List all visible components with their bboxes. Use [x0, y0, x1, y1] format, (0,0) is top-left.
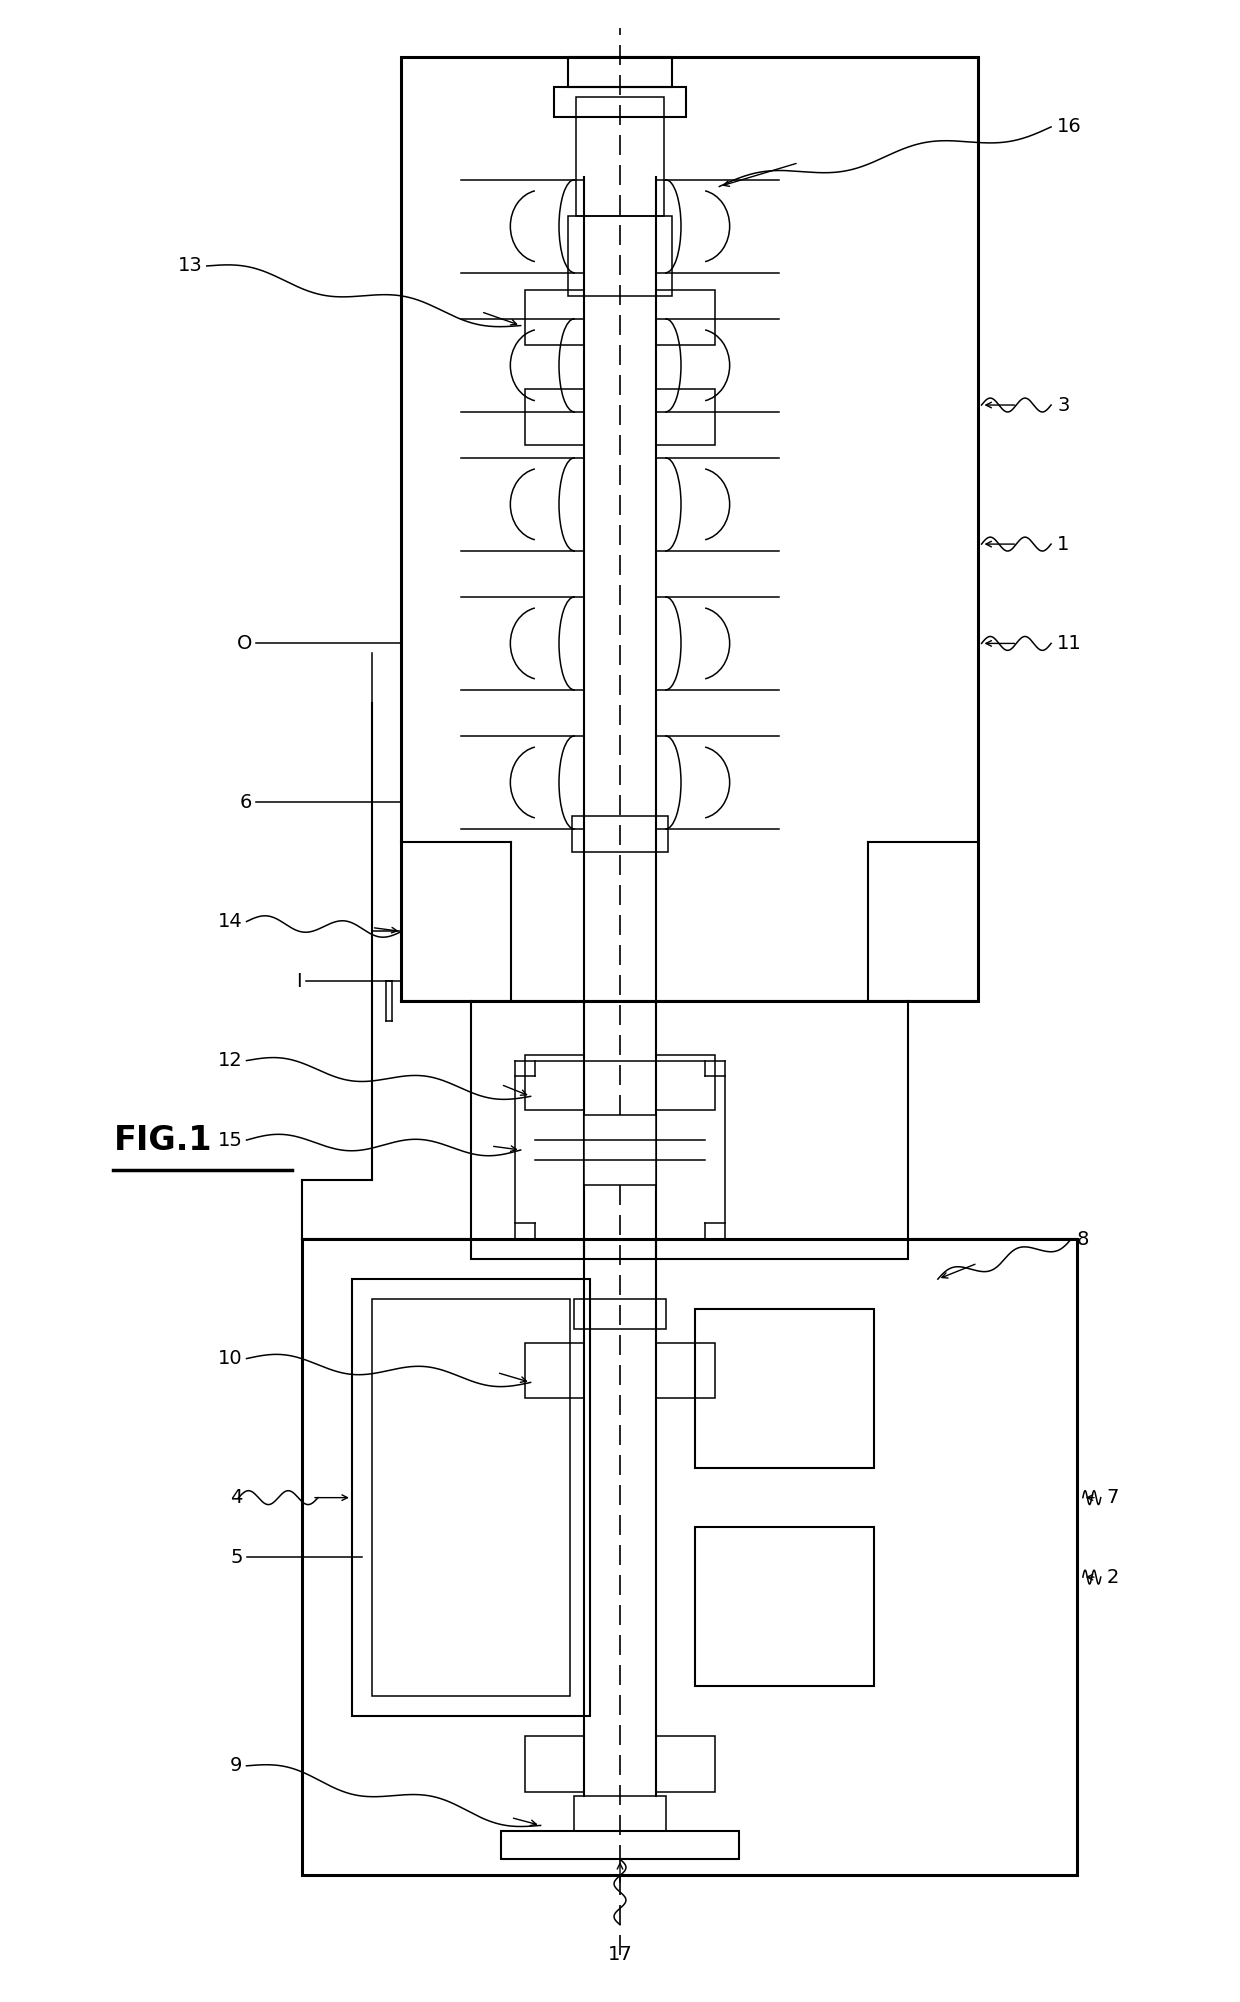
- Text: 12: 12: [218, 1051, 243, 1071]
- Bar: [525, 290, 584, 346]
- Text: 4: 4: [231, 1487, 243, 1508]
- Bar: [525, 1736, 584, 1792]
- Bar: [577, 98, 663, 216]
- Text: 9: 9: [231, 1756, 243, 1776]
- Text: 6: 6: [241, 793, 253, 813]
- Text: 15: 15: [218, 1131, 243, 1149]
- Bar: [656, 1055, 715, 1111]
- Bar: [656, 388, 715, 444]
- Text: 17: 17: [608, 1944, 632, 1964]
- Text: 5: 5: [231, 1548, 243, 1568]
- Bar: [352, 1279, 590, 1716]
- Bar: [584, 1115, 656, 1185]
- Bar: [525, 1055, 584, 1111]
- Text: 3: 3: [1056, 396, 1069, 414]
- Text: 10: 10: [218, 1349, 243, 1367]
- Text: 2: 2: [1107, 1568, 1118, 1588]
- Bar: [573, 817, 667, 853]
- Text: 13: 13: [179, 256, 203, 276]
- Bar: [656, 1343, 715, 1397]
- Text: 14: 14: [218, 913, 243, 931]
- Bar: [574, 1796, 666, 1832]
- Text: O: O: [237, 635, 253, 653]
- Bar: [696, 1309, 874, 1467]
- Text: 7: 7: [1107, 1487, 1118, 1508]
- Text: 1: 1: [1056, 535, 1069, 555]
- Text: 11: 11: [1056, 635, 1081, 653]
- Bar: [525, 388, 584, 444]
- Text: I: I: [296, 971, 303, 991]
- Bar: [656, 1736, 715, 1792]
- Bar: [471, 1001, 908, 1259]
- Bar: [372, 1299, 570, 1696]
- Bar: [501, 1832, 739, 1860]
- Bar: [568, 58, 672, 88]
- Bar: [525, 1343, 584, 1397]
- Text: 16: 16: [1056, 118, 1081, 136]
- Bar: [303, 1239, 1076, 1876]
- Bar: [656, 290, 715, 346]
- Bar: [574, 1299, 666, 1329]
- Bar: [568, 216, 672, 296]
- Text: 8: 8: [1076, 1229, 1089, 1249]
- Text: FIG.1: FIG.1: [113, 1123, 212, 1157]
- Bar: [554, 88, 686, 116]
- Bar: [696, 1528, 874, 1686]
- Bar: [402, 58, 977, 1001]
